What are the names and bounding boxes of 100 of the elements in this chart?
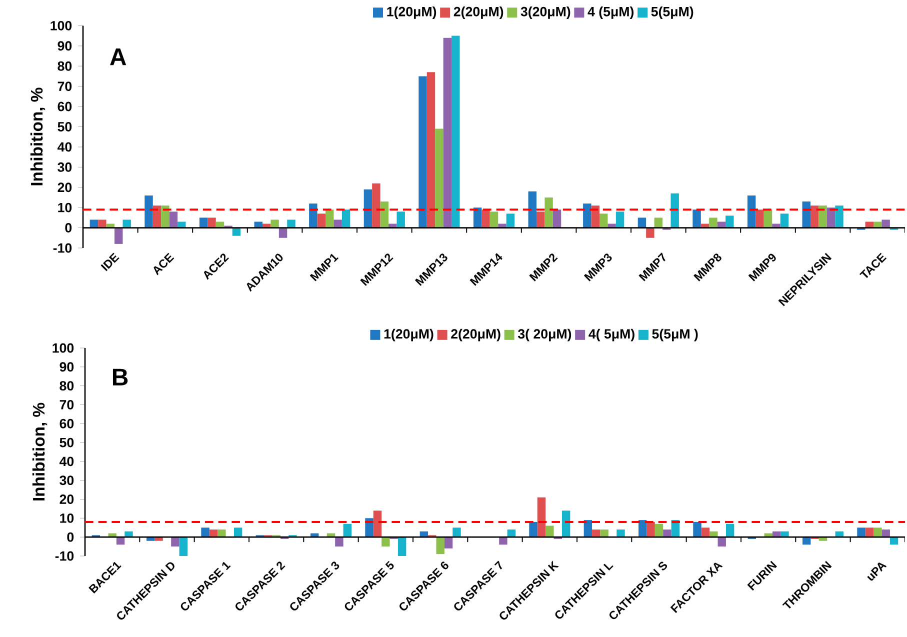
y-tick-label: 60 [60,418,74,428]
bar [810,206,819,228]
bar [270,220,279,228]
bar [364,189,372,228]
legend-label: 5(5μM ) [652,328,698,342]
bar [171,537,180,547]
legend-label: 3( 20μM) [518,328,572,342]
bar [199,218,208,228]
y-tick-label: 50 [60,438,74,448]
bar [654,524,664,538]
y-tick-label: 40 [57,142,72,152]
bar [709,218,718,228]
y-axis-title: Inhibition, % [32,402,48,500]
bar [178,222,186,228]
bar [710,531,718,538]
bar [600,530,608,538]
bar [874,528,882,538]
legend-label: 1(20μM) [387,6,436,19]
bar [780,214,789,228]
y-tick-label: 30 [58,162,72,172]
bar [890,537,898,545]
bar [372,183,380,228]
bar [232,228,241,236]
bar [718,537,726,547]
bar [382,537,390,547]
bar [90,220,98,228]
bar [802,202,810,228]
bar [638,520,647,538]
bar [499,537,508,545]
y-axis-title: Inhibition, % [30,88,46,186]
y-tick-label: 90 [60,362,74,372]
bar [599,214,608,228]
bar [398,537,406,556]
y-tick-label: 40 [59,456,74,466]
y-tick-label: 10 [58,202,72,212]
bar [646,522,655,538]
y-tick-label: 100 [50,20,72,30]
bar [234,528,242,538]
bar [209,530,218,538]
bar [506,214,515,228]
y-tick-label: 80 [60,381,74,391]
bar [335,537,344,547]
bar [426,72,436,228]
y-tick-label: 70 [60,400,74,410]
bar [747,195,756,228]
bar [835,206,844,228]
bar [584,520,592,538]
bar [482,210,490,228]
bar [218,530,226,538]
bar [544,197,553,228]
bar [201,528,210,538]
bar [638,218,646,228]
bar [701,528,710,538]
legend-label: 2(20μM) [451,328,500,342]
y-tick-label: 10 [60,513,74,523]
bar [726,216,734,228]
bar [334,220,342,228]
bar [882,530,890,538]
bar [114,228,123,244]
bar [435,128,444,228]
bar [418,76,427,228]
legend-label: 1(20μM) [384,328,434,342]
bar [122,220,131,228]
bar [654,218,663,228]
annotation: A [110,48,126,66]
bar [436,537,444,554]
bar [592,530,600,538]
bar [444,537,453,548]
legend-label: 4( 5μM) [588,328,634,342]
bar [756,210,764,228]
bar [208,218,216,228]
bar [380,202,389,228]
x-tick-label: uPA [867,562,887,581]
y-tick-label: 20 [60,494,74,504]
bar [693,522,702,538]
bar [857,528,866,538]
bar [309,204,318,228]
bar [124,531,133,538]
bar [452,528,461,538]
bar [692,210,701,228]
bar [116,537,125,545]
bar [616,212,624,228]
bar [179,537,188,556]
bar [490,212,498,228]
y-tick-label: -10 [55,551,74,561]
bar [552,210,562,228]
y-tick-label: 80 [58,61,72,71]
legend-label: 4 (5μM) [588,6,634,19]
bar [161,206,170,228]
y-tick-label: 90 [58,41,72,51]
y-tick-label: 0 [65,223,72,232]
y-tick-label: 70 [58,82,72,92]
bar [646,228,654,238]
bar [537,497,546,538]
y-tick-label: 50 [58,122,72,132]
y-tick-label: 100 [52,343,74,353]
bar [325,210,334,228]
bar [144,195,153,228]
bar [342,210,350,228]
bar [670,193,679,228]
